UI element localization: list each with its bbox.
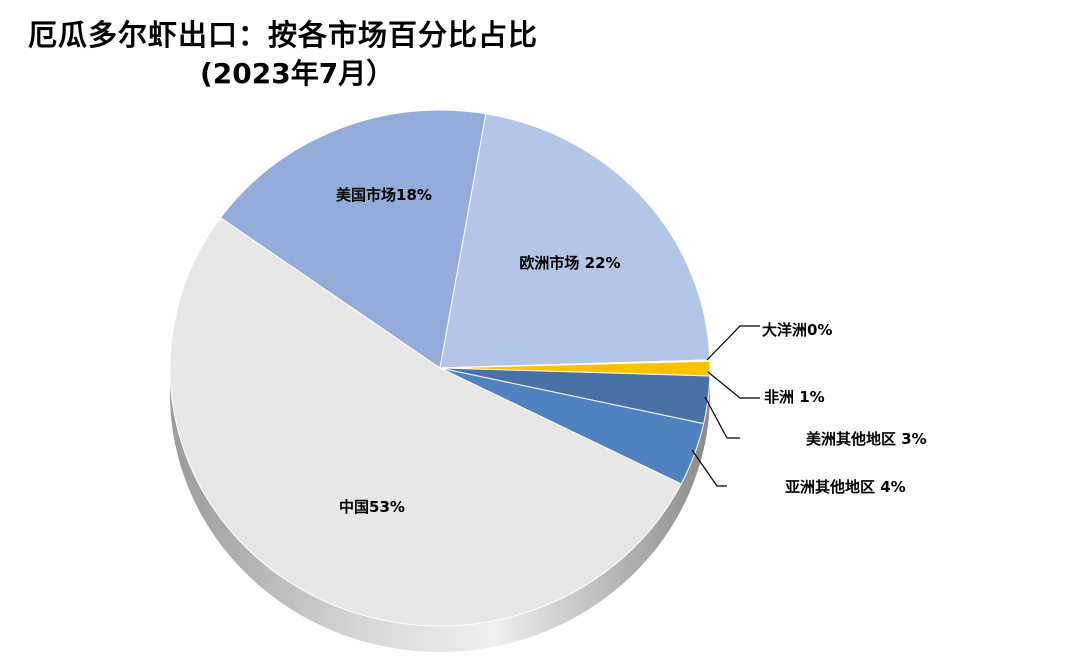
slice-label-1: 美国市场18% <box>336 186 432 204</box>
slice-label-0: 中国53% <box>339 498 405 516</box>
chart-title: 厄瓜多尔虾出口：按各市场百分比占比 <box>28 18 539 52</box>
slice-label-2: 欧洲市场 22% <box>519 254 620 272</box>
leader-line-5 <box>704 396 740 439</box>
leader-line-4 <box>707 371 760 399</box>
leader-line-6 <box>691 449 727 487</box>
slice-label-5: 美洲其他地区 3% <box>806 430 927 448</box>
slice-label-3: 大洋洲0% <box>762 321 832 339</box>
slice-label-6: 亚洲其他地区 4% <box>785 478 906 496</box>
slice-label-4: 非洲 1% <box>764 388 825 406</box>
pie-slice-2 <box>439 113 711 369</box>
pie-slice-0 <box>169 217 682 627</box>
chart-subtitle: (2023年7月） <box>200 57 395 90</box>
leader-line-3 <box>706 325 760 361</box>
pie-slice-1 <box>219 109 487 369</box>
pie-slice-3 <box>439 359 711 369</box>
